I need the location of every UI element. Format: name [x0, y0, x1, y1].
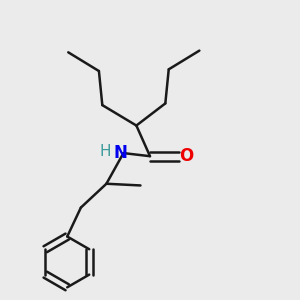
Text: H: H	[99, 144, 111, 159]
Text: O: O	[180, 147, 194, 165]
Text: N: N	[113, 144, 127, 162]
